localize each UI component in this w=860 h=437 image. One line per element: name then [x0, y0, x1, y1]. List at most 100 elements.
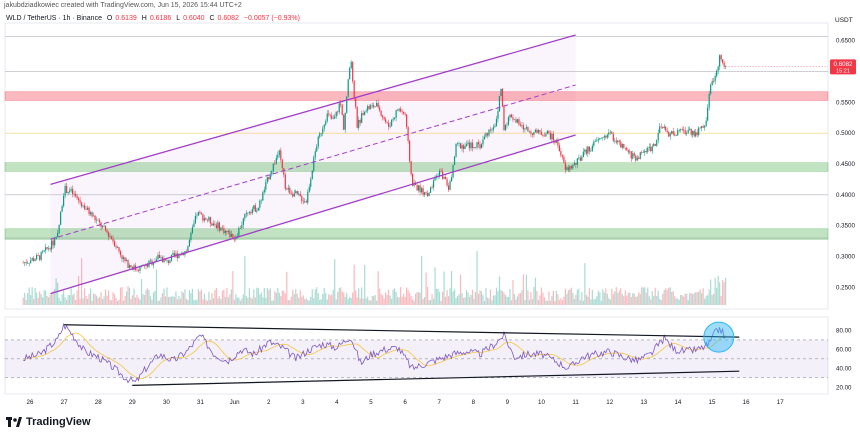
candle-body [510, 114, 513, 118]
volume-bar [606, 293, 608, 305]
volume-bar [160, 297, 162, 305]
time-tick-label: 29 [129, 399, 136, 406]
candle-body [594, 140, 596, 142]
volume-bar [320, 299, 322, 305]
candle-body [570, 166, 572, 169]
candle-body [220, 227, 222, 231]
candle-body [289, 187, 291, 194]
volume-bar [85, 296, 87, 305]
candle-body [671, 131, 673, 134]
volume-bar [260, 292, 262, 305]
candle-body [645, 150, 647, 152]
volume-bar [161, 293, 164, 305]
candle-body [458, 143, 460, 144]
candle-body [449, 181, 451, 190]
rsi-line [23, 322, 726, 384]
candle-body [412, 174, 414, 186]
candle-body [193, 223, 195, 228]
volume-bar [409, 292, 411, 305]
candle-body [503, 106, 505, 131]
volume-bar [200, 289, 203, 305]
candle-body [630, 151, 632, 159]
candle-body [534, 129, 537, 132]
volume-bar [404, 297, 406, 305]
candle-body [344, 112, 346, 130]
volume-bar [428, 300, 430, 305]
volume-bar [584, 263, 586, 305]
candle-body [521, 125, 523, 126]
volume-bar [702, 288, 704, 305]
candle-body [545, 133, 547, 137]
candle-body [548, 130, 550, 134]
volume-bar [82, 298, 84, 305]
volume-bar [447, 296, 450, 305]
volume-bar [134, 297, 137, 305]
candle-body [269, 174, 271, 180]
candle-body [365, 110, 367, 112]
volume-bar [417, 292, 420, 305]
volume-bar [394, 288, 396, 305]
symbol-name[interactable]: WLD / TetherUS · 1h · Binance [6, 15, 102, 22]
volume-bar [33, 298, 35, 305]
candle-body [188, 240, 191, 247]
volume-bar [385, 292, 387, 305]
candle-body [107, 232, 110, 237]
candle-body [311, 170, 313, 179]
volume-bar [265, 297, 267, 305]
volume-bar [133, 288, 135, 305]
volume-bar [313, 298, 315, 305]
volume-bar [678, 299, 680, 305]
candle-body [654, 143, 656, 146]
volume-bar [22, 297, 24, 305]
volume-bar [545, 300, 547, 305]
volume-bar [238, 297, 240, 305]
candle-body [579, 157, 581, 161]
volume-bar [575, 294, 577, 305]
volume-bar [557, 294, 559, 305]
volume-bar [248, 288, 250, 305]
volume-bar [671, 291, 673, 305]
candle-body [626, 147, 628, 151]
volume-bar [127, 286, 129, 305]
candle-body [477, 142, 480, 145]
volume-bar [374, 294, 376, 305]
volume-bar [69, 295, 71, 305]
volume-bar [566, 293, 568, 305]
candle-body [349, 67, 351, 80]
candle-body [328, 113, 330, 115]
volume-bar [230, 289, 232, 305]
volume-bar [235, 294, 237, 305]
volume-bar [182, 292, 185, 305]
candle-body [155, 259, 158, 262]
volume-bar [644, 287, 646, 305]
candle-body [501, 88, 504, 107]
volume-bar [512, 279, 514, 305]
volume-bar [346, 292, 348, 305]
candle-body [83, 205, 86, 210]
candle-body [167, 260, 170, 263]
volume-bar [626, 295, 628, 305]
volume-bar [257, 288, 259, 305]
ohlc-close: 0.6082 [217, 15, 239, 22]
volume-bar [602, 289, 604, 305]
price-tick-label: 0.5500 [836, 99, 855, 106]
volume-bar [316, 287, 318, 305]
candle-body [272, 163, 274, 171]
candle-body [329, 114, 331, 116]
candle-body [455, 143, 457, 157]
volume-bar [202, 299, 204, 305]
volume-bar [459, 274, 462, 305]
volume-bar [241, 298, 243, 305]
candle-body [591, 145, 593, 151]
candle-body [618, 140, 620, 142]
candle-body [358, 119, 360, 128]
volume-bar [304, 299, 306, 305]
candle-body [635, 155, 637, 161]
volume-bar [284, 293, 286, 305]
volume-bar [323, 287, 325, 305]
volume-bar [109, 299, 111, 305]
volume-bar [455, 298, 457, 305]
tradingview-logo[interactable]: TradingView [6, 416, 91, 428]
volume-bar [407, 290, 409, 305]
